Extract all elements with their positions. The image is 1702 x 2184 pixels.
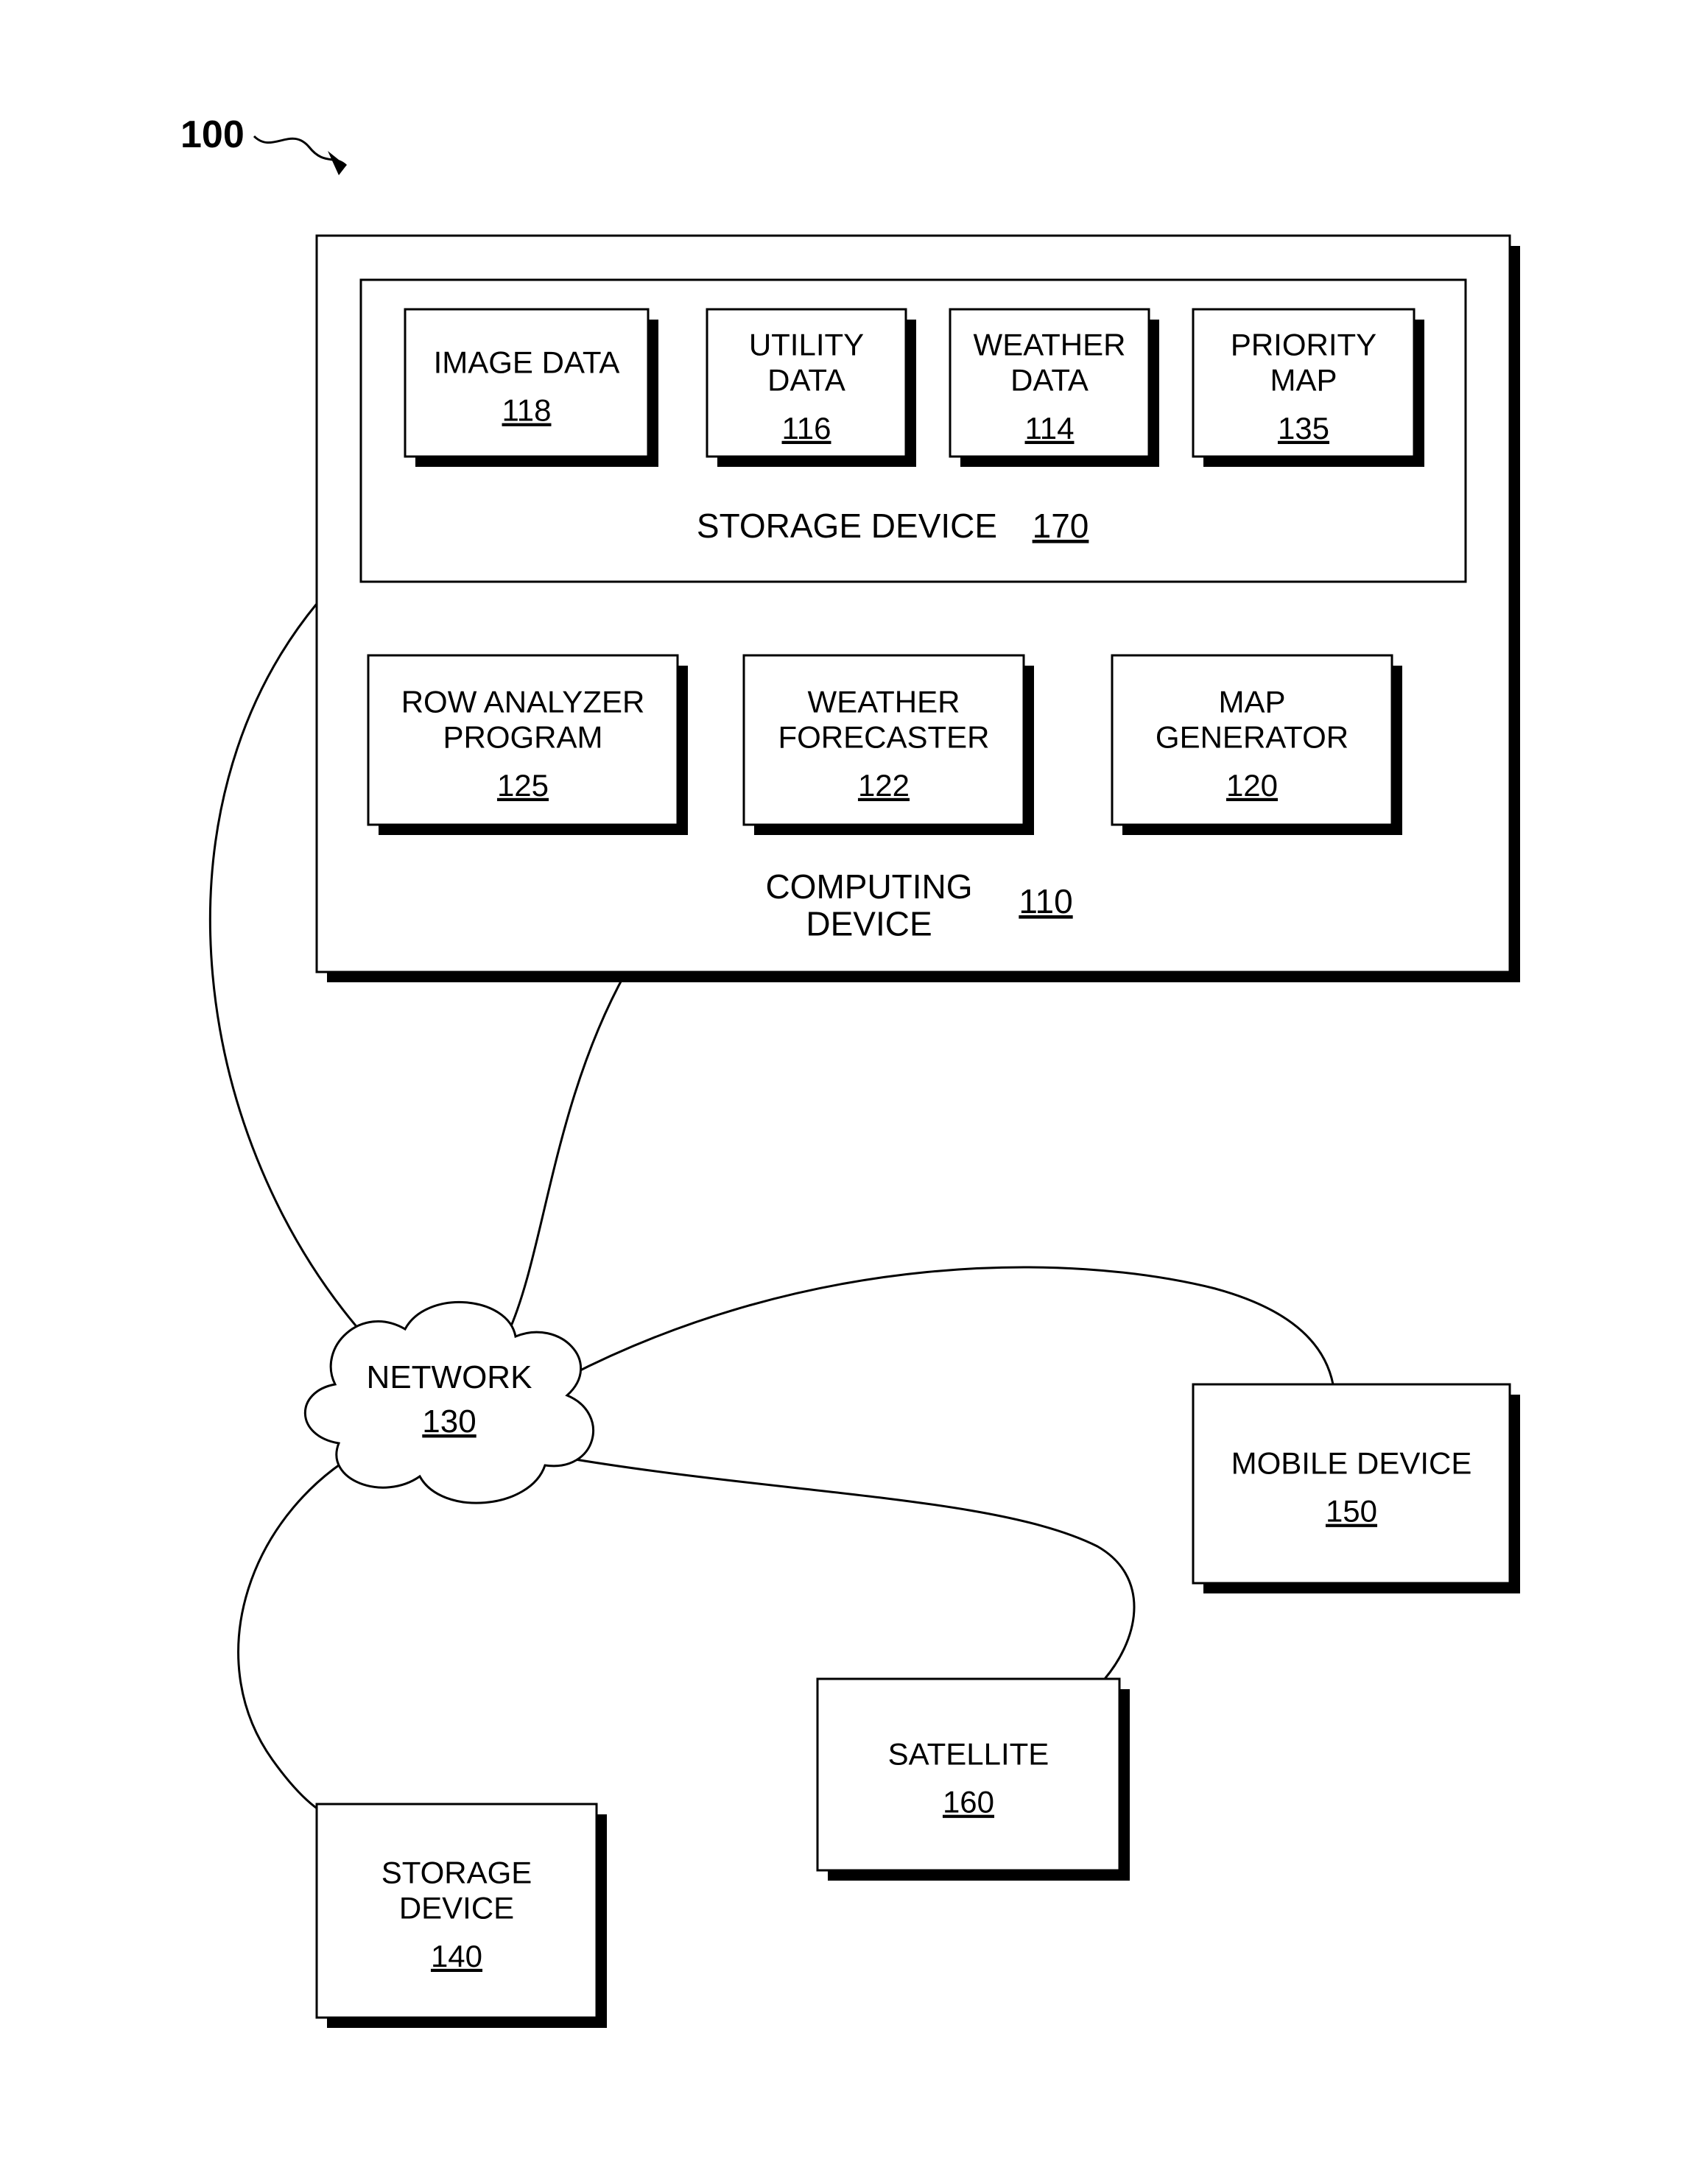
- storage-child-0-label: IMAGE DATA: [434, 345, 620, 379]
- ext-storage-box-label: STORAGE: [381, 1855, 532, 1889]
- program-box-2-ref: 120: [1226, 768, 1278, 803]
- computing-device-ref: 110: [1019, 882, 1072, 920]
- satellite-box-ref: 160: [943, 1785, 994, 1820]
- storage-child-3-label: MAP: [1270, 363, 1337, 398]
- mobile-device-box-bg: [1193, 1384, 1510, 1583]
- storage-child-0-ref: 118: [502, 393, 552, 428]
- storage-child-2-label: WEATHER: [974, 327, 1126, 362]
- ext-storage-box-ref: 140: [431, 1939, 482, 1973]
- computing-device-label: COMPUTING: [765, 867, 972, 906]
- connector-4: [239, 1447, 368, 1826]
- program-box-2-label: MAP: [1218, 684, 1285, 719]
- storage-device-label: STORAGE DEVICE: [697, 507, 997, 545]
- program-box-1-label: WEATHER: [808, 684, 960, 719]
- satellite-box-label: SATELLITE: [888, 1736, 1049, 1771]
- storage-child-0-bg: [405, 309, 648, 457]
- storage-child-1-label: DATA: [767, 363, 845, 398]
- figure-ref-arrow: [254, 136, 346, 166]
- program-box-0-label: ROW ANALYZER: [401, 684, 645, 719]
- program-box-0-label: PROGRAM: [443, 720, 602, 755]
- program-box-1-ref: 122: [858, 768, 910, 803]
- storage-child-1-ref: 116: [782, 411, 831, 445]
- storage-device-ref: 170: [1033, 507, 1089, 545]
- diagram-canvas: 100IMAGE DATA118UTILITYDATA116WEATHERDAT…: [0, 0, 1702, 2184]
- program-box-0-ref: 125: [497, 768, 549, 803]
- storage-child-1-label: UTILITY: [749, 327, 864, 362]
- network-cloud: [305, 1302, 593, 1503]
- network-ref: 130: [422, 1403, 476, 1440]
- ext-storage-box-label: DEVICE: [399, 1891, 514, 1926]
- storage-child-2-ref: 114: [1025, 411, 1075, 445]
- program-box-2-label: GENERATOR: [1156, 720, 1348, 755]
- computing-device-label: DEVICE: [806, 905, 932, 943]
- figure-ref-label: 100: [180, 113, 245, 156]
- mobile-device-box-label: MOBILE DEVICE: [1231, 1445, 1472, 1480]
- connector-3: [545, 1454, 1134, 1679]
- storage-child-3-label: PRIORITY: [1231, 327, 1376, 362]
- mobile-device-box-ref: 150: [1326, 1494, 1377, 1529]
- network-label: NETWORK: [367, 1359, 532, 1395]
- satellite-box-bg: [817, 1679, 1119, 1870]
- program-box-1-label: FORECASTER: [778, 720, 989, 755]
- storage-child-3-ref: 135: [1278, 411, 1329, 445]
- storage-child-2-label: DATA: [1010, 363, 1089, 398]
- connector-2: [567, 1267, 1333, 1384]
- connector-1: [508, 972, 626, 1333]
